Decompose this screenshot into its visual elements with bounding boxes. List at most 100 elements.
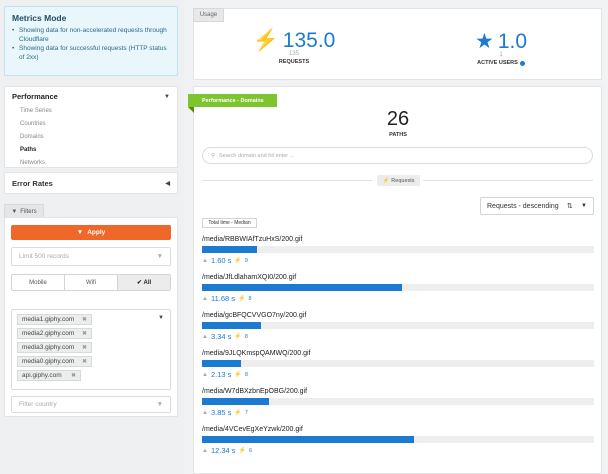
info-icon[interactable] <box>519 60 525 66</box>
performance-ribbon: Performance - Domains <box>188 94 277 107</box>
checkmark-icon: ✔ <box>136 280 142 286</box>
active-users-subvalue: 1 <box>499 52 503 58</box>
median-time: 3.85 s <box>210 408 232 417</box>
error-rates-section-header[interactable]: Error Rates ◀ <box>4 172 178 194</box>
host-tag-label: api.giphy.com <box>22 372 62 379</box>
filter-country-select[interactable]: Filter country ▼ <box>11 396 171 413</box>
time-bar-fill <box>202 398 269 405</box>
section-divider <box>202 180 593 181</box>
usage-tab: Usage <box>193 8 224 22</box>
connection-type-toggle: Mobile Wifi ✔ All <box>11 274 171 291</box>
remove-icon[interactable]: ✖ <box>81 317 87 323</box>
funnel-icon: ▼ <box>11 208 18 215</box>
path-row[interactable]: /media/JfLdlahamXQI0/200.gif ▲ 11.68 s ⚡ 8 <box>202 274 594 303</box>
host-tag: media0.giphy.com ✖ <box>17 356 92 367</box>
remove-icon[interactable]: ✖ <box>81 345 87 351</box>
host-tag: media3.giphy.com ✖ <box>17 342 92 353</box>
remove-icon[interactable]: ✖ <box>81 359 87 365</box>
request-count: 8 <box>244 333 248 340</box>
path-row[interactable]: /media/4VCevEgXeYzwk/200.gif ▲ 12.34 s ⚡ 6 <box>202 426 594 455</box>
median-time: 11.68 s <box>210 294 235 303</box>
request-count: 8 <box>248 295 252 302</box>
segment-all[interactable]: ✔ All <box>118 275 170 290</box>
median-time: 2.13 s <box>210 370 232 379</box>
path-label: /media/9JLQKmspQAMWQ/200.gif <box>202 350 311 357</box>
time-bar-track <box>202 246 594 253</box>
bolt-icon: ⚡ <box>238 448 247 454</box>
performance-section-header[interactable]: Performance ▼ <box>12 92 170 101</box>
path-label: /media/4VCevEgXeYzwk/200.gif <box>202 426 303 433</box>
path-row[interactable]: /media/9JLQKmspQAMWQ/200.gif ▲ 2.13 s ⚡ 8 <box>202 350 594 379</box>
path-row[interactable]: /media/gcBFQCVVGO7ny/200.gif ▲ 3.34 s ⚡ 8 <box>202 312 594 341</box>
person-icon: ★ <box>474 30 494 53</box>
metrics-note: Showing data for successful requests (HT… <box>12 45 170 62</box>
limit-records-select[interactable]: Limit 500 records ▼ <box>11 247 171 266</box>
filters-tab[interactable]: ▼ Filters <box>4 204 44 218</box>
performance-nav-panel: Performance ▼ Time Series Countries Doma… <box>4 86 178 168</box>
triangle-icon: ▲ <box>202 295 208 302</box>
host-tag: api.giphy.com ✖ <box>17 370 81 381</box>
chevron-left-icon[interactable]: ◀ <box>165 180 170 187</box>
funnel-icon: ▼ <box>76 229 84 236</box>
time-bar-track <box>202 398 594 405</box>
domain-search-input[interactable]: ⚲ Search domain and hit enter ... <box>202 147 593 164</box>
chevron-down-icon: ▼ <box>156 253 163 260</box>
remove-icon[interactable]: ✖ <box>70 373 76 379</box>
time-bar-fill <box>202 436 414 443</box>
median-time: 12.34 s <box>210 446 236 455</box>
bolt-icon: ⚡ <box>238 296 246 302</box>
filter-country-placeholder: Filter country <box>19 401 57 408</box>
median-time: 3.34 s <box>210 332 232 341</box>
requests-pill-label: Requests <box>391 177 415 184</box>
chevron-down-icon[interactable]: ▼ <box>164 93 170 100</box>
row-meta: ▲ 2.13 s ⚡ 8 <box>202 370 594 379</box>
request-count: 8 <box>244 371 248 378</box>
path-label: /media/RBBWIAfTzuHxS/200.gif <box>202 236 303 243</box>
segment-wifi[interactable]: Wifi <box>65 275 118 290</box>
requests-stat: ⚡ 135.0 135 REQUESTS <box>234 29 354 65</box>
path-row[interactable]: /media/RBBWIAfTzuHxS/200.gif ▲ 1.60 s ⚡ 9 <box>202 236 594 265</box>
active-users-label-wrap: ACTIVE USERS <box>441 60 561 66</box>
triangle-icon: ▲ <box>202 447 208 454</box>
row-meta: ▲ 11.68 s ⚡ 8 <box>202 294 594 303</box>
divider-line <box>202 180 372 181</box>
request-count: 7 <box>244 409 248 416</box>
median-time: 1.60 s <box>210 256 232 265</box>
segment-all-label: All <box>143 279 152 286</box>
chevron-down-icon[interactable]: ▼ <box>158 315 164 321</box>
requests-value: ⚡ 135.0 <box>252 29 336 52</box>
host-tag-label: media1.giphy.com <box>22 316 75 323</box>
nav-item-networks[interactable]: Networks <box>20 160 46 166</box>
bolt-icon: ⚡ <box>234 258 242 264</box>
requests-pill: ⚡ Requests <box>377 175 420 186</box>
nav-item-time-series[interactable]: Time Series <box>20 108 52 114</box>
time-bar-fill <box>202 322 261 329</box>
segment-mobile[interactable]: Mobile <box>12 275 65 290</box>
remove-icon[interactable]: ✖ <box>81 331 87 337</box>
triangle-icon: ▲ <box>202 257 208 264</box>
performance-label: Performance <box>12 92 58 101</box>
sort-select[interactable]: Requests - descending ⇅ ▼ <box>480 197 594 215</box>
time-bar-fill <box>202 246 257 253</box>
bolt-icon: ⚡ <box>234 410 242 416</box>
error-rates-label: Error Rates <box>12 178 53 188</box>
triangle-icon: ▲ <box>202 371 208 378</box>
nav-item-paths[interactable]: Paths <box>20 147 37 153</box>
bolt-icon: ⚡ <box>382 177 390 184</box>
path-row[interactable]: /media/W7dBXzbnEpOBG/200.gif ▲ 3.85 s ⚡ 7 <box>202 388 594 417</box>
nav-item-countries[interactable]: Countries <box>20 121 46 127</box>
sort-label: Requests - descending <box>487 202 559 210</box>
limit-records-placeholder: Limit 500 records <box>19 253 69 260</box>
apply-button-label: Apply <box>87 229 106 236</box>
usage-card: ⚡ 135.0 135 REQUESTS ★ 1.0 1 ACTIVE USER… <box>193 8 602 80</box>
chevron-down-icon: ▼ <box>156 401 163 408</box>
time-bar-track <box>202 360 594 367</box>
host-multiselect[interactable]: media1.giphy.com ✖ media2.giphy.com ✖ me… <box>11 309 171 390</box>
path-label: /media/gcBFQCVVGO7ny/200.gif <box>202 312 307 319</box>
nav-item-domains[interactable]: Domains <box>20 134 44 140</box>
paths-label: PATHS <box>389 132 407 138</box>
apply-button[interactable]: ▼ Apply <box>11 225 171 240</box>
triangle-icon: ▲ <box>202 333 208 340</box>
median-badge: Total time - Median <box>202 218 257 228</box>
time-bar-track <box>202 284 594 291</box>
